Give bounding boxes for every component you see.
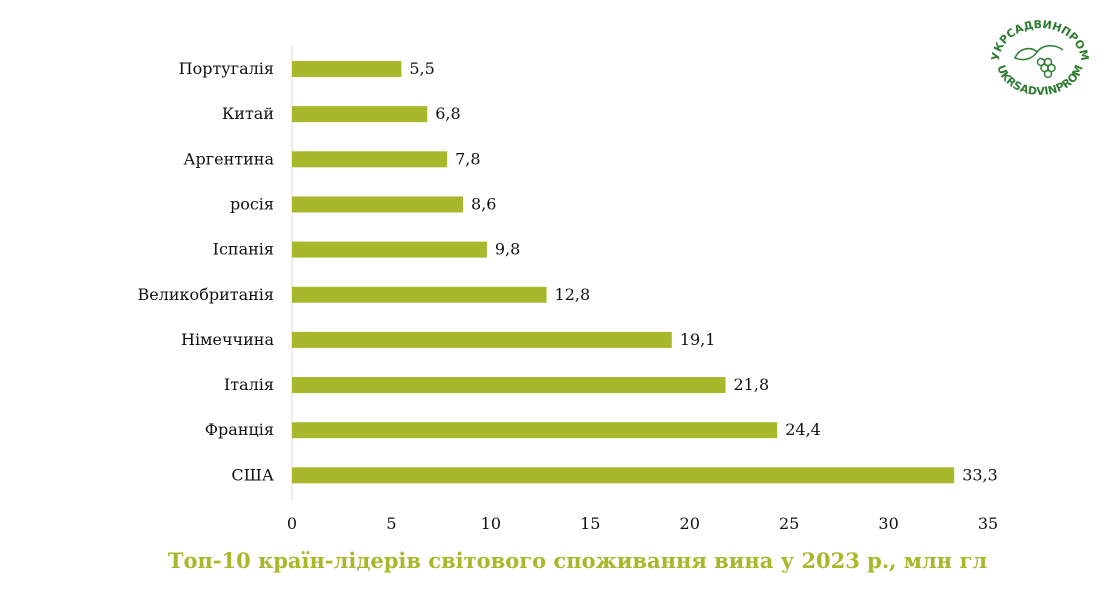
value-label: 9,8 — [495, 240, 520, 259]
value-label: 24,4 — [785, 420, 821, 439]
x-tick-label: 0 — [287, 514, 297, 533]
category-label: США — [231, 465, 274, 484]
bar — [292, 61, 402, 77]
value-label: 33,3 — [962, 465, 998, 484]
x-tick-label: 25 — [779, 514, 799, 533]
value-label: 12,8 — [555, 285, 591, 304]
value-label: 19,1 — [680, 330, 716, 349]
category-label: Аргентина — [183, 149, 274, 168]
category-label: Португалія — [179, 59, 274, 78]
x-tick-label: 10 — [481, 514, 501, 533]
x-tick-label: 15 — [580, 514, 600, 533]
category-label: Німеччина — [181, 330, 274, 349]
company-logo: УКРСАДВИНПРОМ UKRSADVINPROM — [985, 18, 1095, 98]
bar — [292, 241, 487, 258]
x-tick-label: 20 — [680, 514, 700, 533]
x-tick-label: 35 — [978, 514, 998, 533]
category-label: Іспанія — [213, 240, 274, 259]
value-label: 6,8 — [435, 104, 460, 123]
category-label: Франція — [205, 420, 274, 439]
bar — [292, 196, 464, 213]
bar — [292, 106, 428, 123]
bar — [292, 151, 448, 168]
chart-title: Топ-10 країн-лідерів світового споживанн… — [167, 548, 988, 573]
bar — [292, 467, 955, 484]
bar — [292, 286, 547, 303]
bar — [292, 331, 672, 348]
value-label: 5,5 — [409, 59, 434, 78]
category-label: Китай — [222, 104, 274, 123]
logo-text-bottom: UKRSADVINPROM — [994, 63, 1086, 96]
grape-icon — [1014, 45, 1064, 79]
category-label: Великобританія — [138, 285, 275, 304]
x-tick-label: 5 — [386, 514, 396, 533]
bar — [292, 422, 778, 439]
value-label: 21,8 — [734, 375, 770, 394]
category-label: Італія — [224, 375, 274, 394]
x-tick-label: 30 — [878, 514, 898, 533]
logo-text-top: УКРСАДВИНПРОМ — [989, 18, 1091, 62]
bar — [292, 377, 726, 394]
category-label: росія — [230, 194, 274, 213]
value-label: 7,8 — [455, 149, 480, 168]
value-label: 8,6 — [471, 194, 496, 213]
